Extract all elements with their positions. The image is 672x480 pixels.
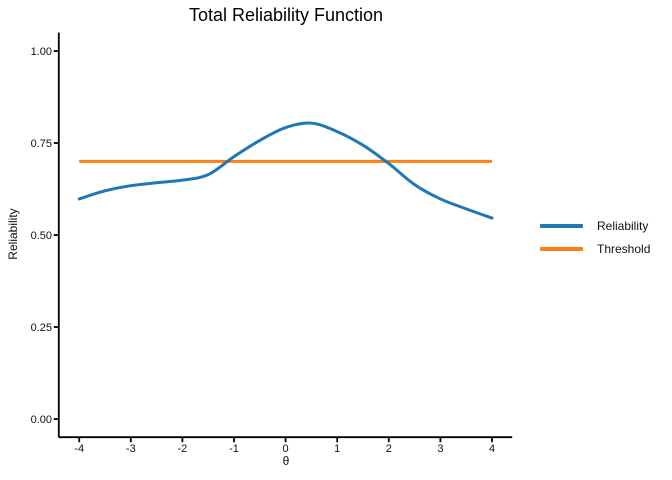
y-tick-label: 0.50	[31, 230, 52, 242]
chart-title: Total Reliability Function	[188, 5, 384, 25]
y-tick-label: 1.00	[31, 46, 52, 58]
x-tick-label: 0	[283, 443, 289, 455]
y-tick-label: 0.75	[31, 138, 52, 150]
x-tick-label: -1	[229, 443, 239, 455]
x-tick-label: 3	[437, 443, 443, 455]
legend: Reliability Threshold	[540, 218, 650, 264]
legend-label: Reliability	[597, 219, 649, 233]
x-tick-label: 2	[386, 443, 392, 455]
legend-item-threshold: Threshold	[540, 241, 650, 257]
x-axis-title: θ	[282, 454, 290, 468]
legend-label: Threshold	[597, 242, 651, 256]
x-tick-label: 4	[489, 443, 495, 455]
threshold-line-key	[540, 247, 583, 251]
y-tick-label: 0.25	[31, 322, 52, 334]
reliability-curve	[77, 121, 494, 220]
x-tick-label: -2	[178, 443, 188, 455]
reliability-line-key	[540, 224, 583, 228]
x-tick-label: -4	[74, 443, 84, 455]
y-tick-label: 0.00	[31, 414, 52, 426]
x-tick-label: 1	[334, 443, 340, 455]
x-tick-label: -3	[126, 443, 136, 455]
y-axis-title: Reliability	[6, 208, 20, 260]
legend-item-reliability: Reliability	[540, 218, 650, 234]
